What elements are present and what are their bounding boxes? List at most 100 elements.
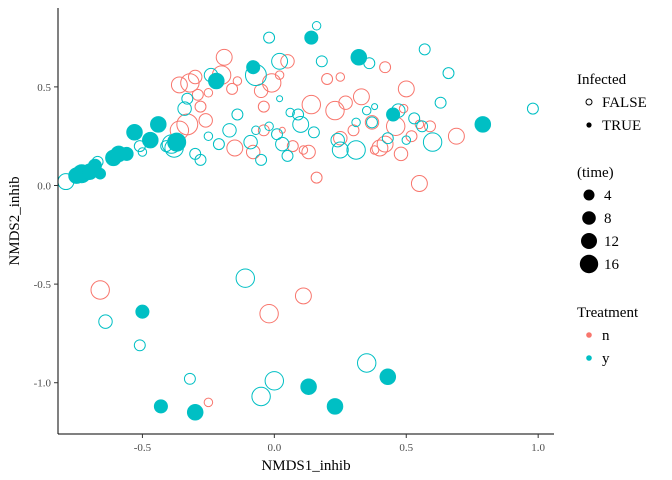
data-point-n bbox=[274, 70, 285, 80]
data-point-n bbox=[198, 113, 213, 128]
x-axis-title: NMDS1_inhib bbox=[261, 458, 350, 474]
data-point-y bbox=[263, 31, 276, 44]
legend-infected-title: Infected bbox=[577, 72, 627, 88]
data-point-y bbox=[91, 155, 104, 168]
legend-treatment-title: Treatment bbox=[577, 305, 639, 321]
x-tick-label: 1.0 bbox=[531, 442, 545, 454]
data-point-y bbox=[246, 60, 261, 75]
data-point-y bbox=[276, 95, 284, 103]
legend-label-time: 8 bbox=[604, 211, 612, 227]
legend-label-treatment: y bbox=[602, 351, 610, 367]
data-point-y bbox=[142, 131, 159, 149]
data-point-y bbox=[361, 105, 372, 116]
data-point-n bbox=[325, 100, 345, 121]
data-point-n bbox=[226, 139, 244, 157]
data-point-n bbox=[298, 145, 309, 155]
data-point-n bbox=[352, 88, 370, 106]
data-point-n bbox=[194, 100, 207, 113]
data-point-n bbox=[170, 76, 188, 94]
x-axis: -0.5 0.0 0.5 1.0 bbox=[58, 433, 554, 454]
y-tick-label: 0.5 bbox=[37, 82, 51, 94]
data-point-y bbox=[285, 107, 295, 118]
legend-time-items: 4 8 12 16 bbox=[579, 188, 620, 274]
legend-label-treatment: n bbox=[602, 328, 610, 344]
x-tick-label: -0.5 bbox=[134, 442, 152, 454]
data-point-n bbox=[338, 95, 353, 110]
data-point-n bbox=[424, 120, 436, 133]
data-point-n bbox=[203, 397, 214, 408]
data-point-y bbox=[442, 67, 455, 80]
data-point-y bbox=[434, 96, 447, 109]
data-point-y bbox=[281, 149, 294, 162]
legend-label-infected: FALSE bbox=[602, 95, 647, 111]
data-point-y bbox=[416, 120, 429, 133]
data-point-y bbox=[326, 398, 344, 415]
data-point-y bbox=[366, 116, 378, 129]
data-point-y bbox=[311, 21, 322, 31]
legend-label-time: 16 bbox=[604, 257, 620, 273]
data-point-y bbox=[183, 372, 196, 385]
data-point-y bbox=[150, 116, 167, 133]
data-point-y bbox=[315, 55, 328, 68]
data-point-y bbox=[363, 57, 376, 70]
data-point-y bbox=[133, 140, 146, 153]
legend-key-time bbox=[583, 189, 595, 201]
data-point-y bbox=[351, 117, 361, 128]
data-point-n bbox=[393, 146, 409, 162]
data-point-n bbox=[294, 287, 312, 305]
legend-key-infected-false bbox=[585, 98, 593, 106]
data-point-y bbox=[371, 103, 379, 111]
data-point-y bbox=[177, 101, 192, 116]
plot-area bbox=[57, 21, 539, 421]
data-point-n bbox=[259, 304, 279, 324]
data-point-n bbox=[379, 61, 392, 74]
data-point-n bbox=[310, 171, 323, 184]
data-point-y bbox=[167, 132, 187, 152]
y-tick-label: 0.0 bbox=[37, 181, 51, 193]
data-point-n bbox=[257, 100, 270, 113]
data-point-n bbox=[245, 144, 261, 160]
data-point-n bbox=[176, 113, 199, 136]
data-point-n bbox=[286, 140, 299, 153]
legend: Infected FALSE TRUE (time) 4 8 12 16 Treatme… bbox=[577, 72, 647, 367]
data-point-y bbox=[391, 103, 406, 118]
legend-key-time bbox=[579, 254, 599, 274]
data-point-y bbox=[243, 134, 258, 150]
legend-key-infected-true bbox=[586, 122, 592, 128]
data-point-y bbox=[110, 145, 127, 163]
data-point-y bbox=[346, 140, 366, 160]
data-point-n bbox=[301, 94, 321, 115]
legend-key-time bbox=[582, 211, 596, 225]
data-point-y bbox=[203, 67, 219, 83]
data-point-y bbox=[255, 153, 268, 166]
data-point-y bbox=[251, 386, 271, 407]
data-point-n bbox=[447, 127, 465, 145]
legend-key-time bbox=[581, 233, 597, 249]
data-point-y bbox=[304, 30, 319, 45]
y-axis: 0.5 0.0 -0.5 -1.0 bbox=[34, 8, 59, 434]
data-point-n bbox=[280, 54, 295, 69]
data-point-y bbox=[357, 353, 377, 373]
data-point-y bbox=[526, 102, 539, 115]
data-point-n bbox=[187, 69, 203, 85]
legend-label-infected: TRUE bbox=[602, 118, 641, 134]
data-point-y bbox=[244, 64, 267, 87]
data-point-n bbox=[232, 76, 243, 86]
data-point-y bbox=[98, 314, 113, 329]
data-point-y bbox=[418, 43, 431, 56]
x-tick-label: 0.0 bbox=[267, 442, 281, 454]
data-point-y bbox=[264, 371, 284, 391]
data-point-y bbox=[474, 116, 492, 133]
data-point-y bbox=[271, 52, 289, 70]
data-point-y bbox=[235, 268, 256, 288]
data-point-y bbox=[422, 132, 443, 152]
data-point-y bbox=[381, 132, 394, 145]
data-point-n bbox=[410, 175, 428, 192]
data-point-n bbox=[347, 124, 360, 137]
data-point-y bbox=[153, 399, 168, 414]
data-point-n bbox=[364, 115, 380, 130]
data-point-y bbox=[330, 132, 345, 148]
data-point-y bbox=[186, 404, 204, 421]
data-point-y bbox=[181, 92, 194, 105]
